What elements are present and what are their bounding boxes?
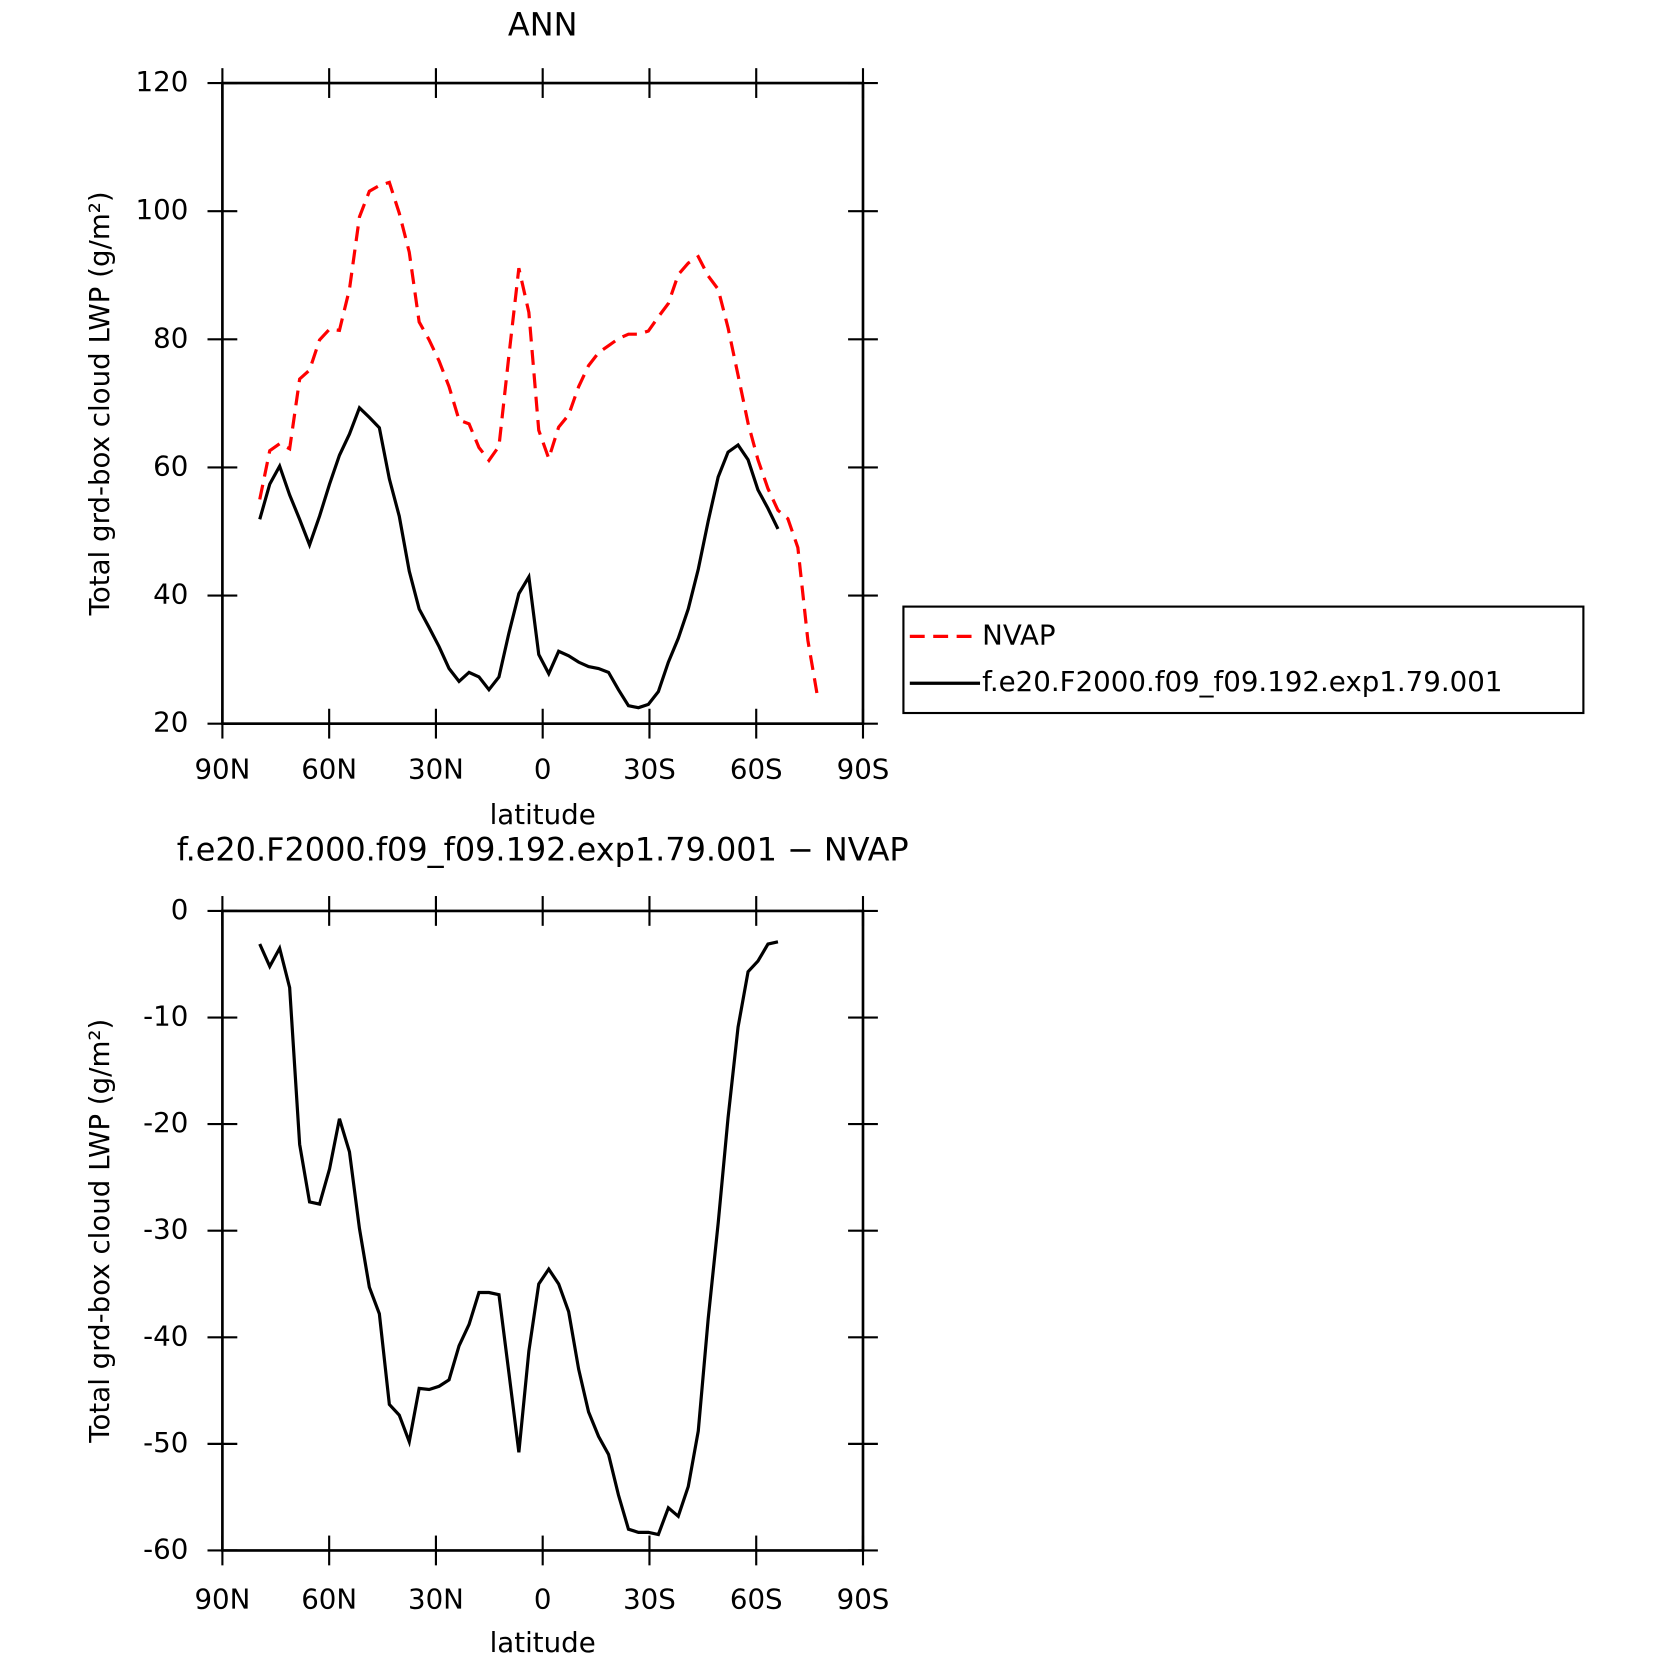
x-tick-label: 30S <box>623 752 676 785</box>
legend-label: NVAP <box>982 618 1055 651</box>
y-tick-label: 40 <box>153 578 188 611</box>
chart-title: f.e20.F2000.f09_f09.192.exp1.79.001 − NV… <box>177 830 909 868</box>
y-tick-label: 20 <box>153 706 188 739</box>
x-tick-label: 60N <box>301 752 357 785</box>
y-tick-label: 0 <box>171 893 189 926</box>
x-tick-label: 30S <box>623 1582 676 1615</box>
y-tick-label: 120 <box>136 65 189 98</box>
y-tick-label: -60 <box>143 1532 188 1565</box>
x-tick-label: 60S <box>730 1582 783 1615</box>
x-axis-label: latitude <box>490 798 596 831</box>
y-tick-label: 100 <box>136 193 189 226</box>
x-tick-label: 0 <box>534 1582 552 1615</box>
series-line <box>258 940 779 1537</box>
x-tick-label: 60S <box>730 752 783 785</box>
x-tick-label: 30N <box>408 1582 464 1615</box>
legend-box <box>902 605 1585 715</box>
x-tick-label: 90S <box>837 1582 890 1615</box>
chart-title: ANN <box>508 6 578 44</box>
y-tick-label: -50 <box>143 1426 188 1459</box>
y-tick-label: -40 <box>143 1319 188 1352</box>
legend-label: f.e20.F2000.f09_f09.192.exp1.79.001 <box>982 665 1502 698</box>
x-tick-label: 0 <box>534 752 552 785</box>
series-line <box>258 404 780 710</box>
plot-frame <box>221 81 865 725</box>
y-tick-label: -10 <box>143 1000 188 1033</box>
x-axis-label: latitude <box>490 1626 596 1658</box>
x-tick-label: 90S <box>837 752 890 785</box>
y-axis-label: Total grd-box cloud LWP (g/m²) <box>83 191 116 616</box>
x-tick-label: 30N <box>408 752 464 785</box>
series-line <box>258 180 820 699</box>
y-tick-label: -20 <box>143 1106 188 1139</box>
y-tick-label: -30 <box>143 1213 188 1246</box>
y-tick-label: 80 <box>153 321 188 354</box>
x-tick-label: 90N <box>194 752 250 785</box>
y-tick-label: 60 <box>153 449 188 482</box>
y-axis-label: Total grd-box cloud LWP (g/m²) <box>83 1019 116 1444</box>
x-tick-label: 60N <box>301 1582 357 1615</box>
plot-frame <box>221 909 865 1552</box>
x-tick-label: 90N <box>194 1582 250 1615</box>
